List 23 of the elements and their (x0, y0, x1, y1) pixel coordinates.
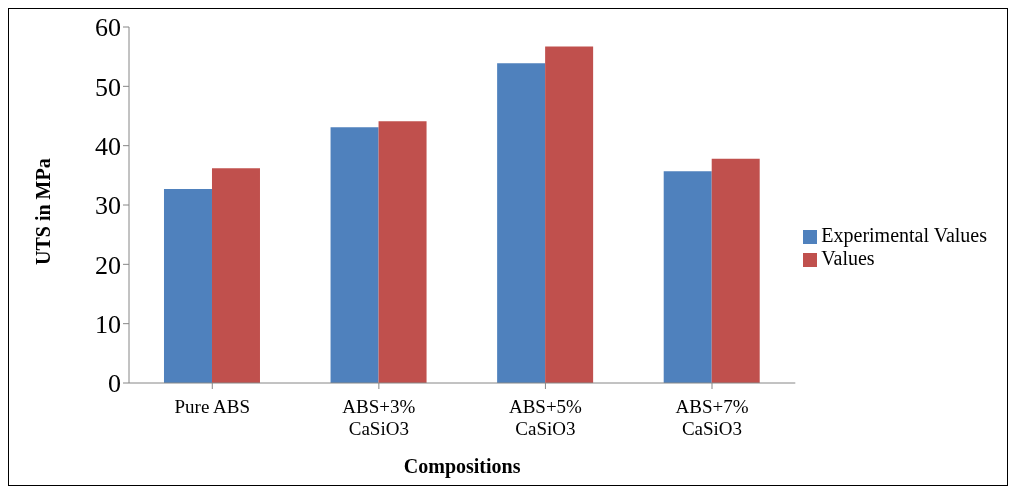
bar (378, 121, 427, 383)
bar (497, 63, 546, 383)
y-tick-label: 60 (95, 13, 121, 43)
y-tick-label: 40 (95, 131, 121, 161)
y-tick-label: 50 (95, 72, 121, 102)
y-tick-label: 30 (95, 191, 121, 221)
bar (711, 158, 760, 383)
bar (545, 46, 594, 383)
y-tick-label: 20 (95, 250, 121, 280)
x-tick-label: ABS+7% CaSiO3 (675, 396, 749, 439)
x-axis-title: Compositions (403, 455, 521, 478)
x-tick-label: ABS+5% CaSiO3 (508, 396, 583, 439)
bar (663, 171, 712, 383)
bar (330, 127, 379, 383)
y-tick-label: 10 (95, 309, 121, 339)
legend-label: Values (821, 247, 875, 269)
x-tick-label: ABS+3% CaSiO3 (342, 396, 416, 439)
y-tick-label: 0 (108, 369, 121, 399)
legend-label: Experimental Values (821, 224, 987, 246)
y-axis-title: UTS in MPa (32, 158, 55, 265)
bar (211, 168, 260, 383)
bar (163, 188, 212, 383)
x-tick-label: Pure ABS (174, 396, 251, 417)
